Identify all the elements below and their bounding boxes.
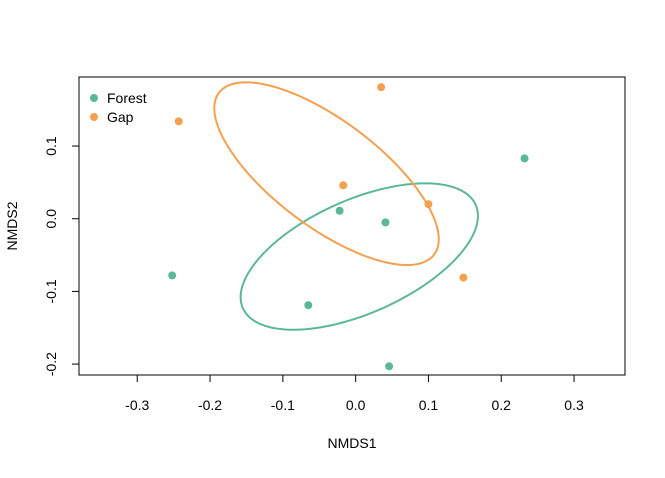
- x-tick-label: -0.1: [271, 397, 295, 413]
- legend-label-gap: Gap: [107, 109, 134, 125]
- y-axis-label: NMDS2: [4, 201, 20, 250]
- gap-point: [377, 83, 386, 92]
- y-tick-label: 0.1: [43, 136, 59, 156]
- forest-point: [304, 301, 313, 310]
- x-tick-label: 0.0: [346, 397, 366, 413]
- legend: Forest Gap: [90, 90, 147, 125]
- y-tick-label: -0.2: [43, 352, 59, 376]
- legend-marker-forest: [90, 94, 98, 102]
- gap-point: [424, 200, 433, 209]
- x-tick-label: 0.2: [492, 397, 512, 413]
- forest-point: [381, 218, 390, 227]
- forest-ellipse: [239, 182, 479, 331]
- y-tick-label: 0.0: [43, 209, 59, 229]
- y-axis: -0.2 -0.1 0.0 0.1: [43, 136, 80, 376]
- x-tick-label: 0.3: [564, 397, 584, 413]
- x-tick-label: 0.1: [419, 397, 439, 413]
- gap-point: [339, 181, 348, 190]
- points-layer: [168, 83, 529, 371]
- forest-point: [168, 271, 177, 280]
- legend-marker-gap: [90, 113, 98, 121]
- x-axis: -0.3 -0.2 -0.1 0.0 0.1 0.2 0.3: [125, 374, 584, 413]
- gap-ellipse: [213, 81, 440, 267]
- forest-point: [335, 206, 344, 215]
- x-axis-label: NMDS1: [327, 435, 376, 451]
- forest-point: [385, 362, 394, 371]
- x-tick-label: -0.3: [125, 397, 149, 413]
- gap-point: [174, 117, 183, 126]
- gap-point: [459, 273, 468, 282]
- forest-point: [520, 154, 529, 163]
- x-tick-label: -0.2: [198, 397, 222, 413]
- y-tick-label: -0.1: [43, 279, 59, 303]
- legend-label-forest: Forest: [107, 90, 147, 106]
- ellipses-layer: [213, 81, 479, 331]
